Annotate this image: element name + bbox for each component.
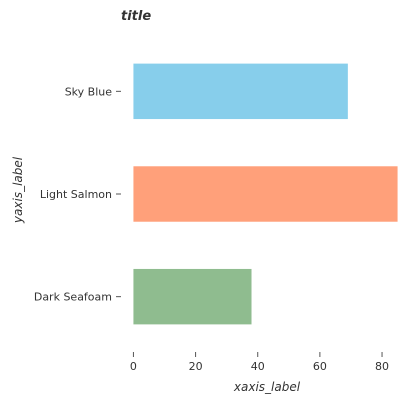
y-axis-label: yaxis_label xyxy=(11,156,25,224)
x-axis-label: xaxis_label xyxy=(233,380,301,394)
chart-title: title xyxy=(121,9,151,24)
bar-light-salmon xyxy=(133,166,398,222)
y-tick-label: Dark Seafoam xyxy=(34,291,112,304)
y-tick-label: Light Salmon xyxy=(40,188,112,201)
y-tick-label: Sky Blue xyxy=(65,85,113,98)
x-tick-label: 20 xyxy=(189,360,203,373)
x-tick-label: 80 xyxy=(375,360,389,373)
x-tick-label: 0 xyxy=(130,360,137,373)
plot-area: Dark Seafoam Light Salmon Sky Blue 0 20 40 60 8… xyxy=(34,63,398,373)
bar-dark-seafoam xyxy=(133,268,252,325)
x-tick-label: 40 xyxy=(251,360,265,373)
bar-sky-blue xyxy=(133,63,348,120)
x-tick-label: 60 xyxy=(313,360,327,373)
